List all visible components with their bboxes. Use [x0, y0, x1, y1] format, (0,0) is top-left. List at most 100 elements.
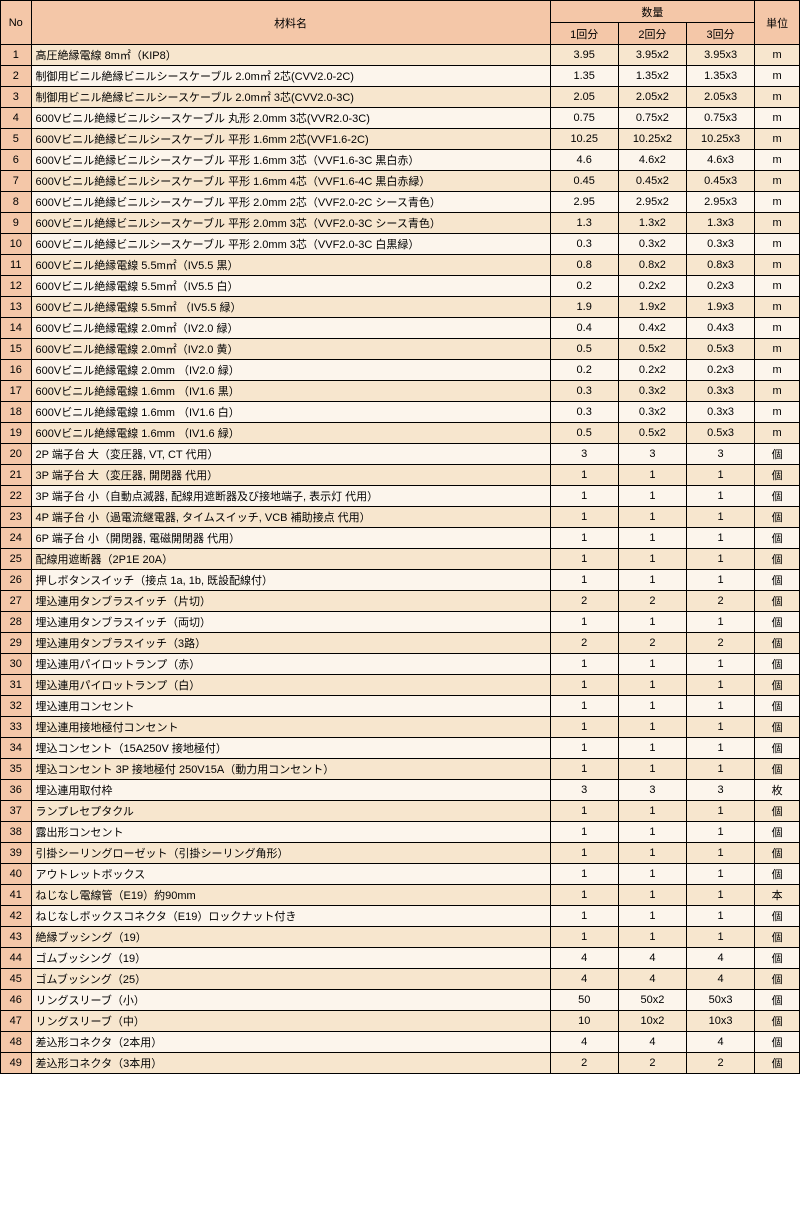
cell-unit: m — [755, 402, 800, 423]
cell-qty: 0.2x3 — [686, 276, 754, 297]
cell-qty: 0.3 — [550, 402, 618, 423]
cell-name: 600Vビニル絶縁ビニルシースケーブル 平形 1.6mm 4芯（VVF1.6-4… — [31, 171, 550, 192]
cell-unit: 個 — [755, 528, 800, 549]
cell-qty: 3 — [618, 780, 686, 801]
cell-no: 15 — [1, 339, 32, 360]
cell-qty: 3.95x2 — [618, 45, 686, 66]
table-row: 11600Vビニル絶縁電線 5.5m㎡（IV5.5 黒）0.80.8x20.8x… — [1, 255, 800, 276]
cell-unit: m — [755, 213, 800, 234]
cell-qty: 1 — [550, 759, 618, 780]
cell-qty: 1 — [686, 864, 754, 885]
cell-qty: 1 — [550, 486, 618, 507]
cell-no: 14 — [1, 318, 32, 339]
cell-unit: m — [755, 255, 800, 276]
cell-no: 25 — [1, 549, 32, 570]
cell-unit: 個 — [755, 822, 800, 843]
cell-name: 制御用ビニル絶縁ビニルシースケーブル 2.0m㎡ 2芯(CVV2.0-2C) — [31, 66, 550, 87]
cell-qty: 0.2x3 — [686, 360, 754, 381]
cell-qty: 1 — [550, 696, 618, 717]
cell-qty: 4 — [618, 1032, 686, 1053]
cell-unit: m — [755, 171, 800, 192]
cell-name: 600Vビニル絶縁ビニルシースケーブル 平形 2.0mm 3芯（VVF2.0-3… — [31, 234, 550, 255]
cell-qty: 1.35 — [550, 66, 618, 87]
cell-unit: 個 — [755, 570, 800, 591]
table-row: 32埋込連用コンセント111個 — [1, 696, 800, 717]
table-row: 9600Vビニル絶縁ビニルシースケーブル 平形 2.0mm 3芯（VVF2.0-… — [1, 213, 800, 234]
cell-qty: 4 — [550, 969, 618, 990]
cell-no: 19 — [1, 423, 32, 444]
cell-name: 600Vビニル絶縁ビニルシースケーブル 平形 2.0mm 2芯（VVF2.0-2… — [31, 192, 550, 213]
cell-no: 39 — [1, 843, 32, 864]
cell-qty: 10.25x3 — [686, 129, 754, 150]
cell-unit: 個 — [755, 990, 800, 1011]
cell-no: 26 — [1, 570, 32, 591]
cell-name: 600Vビニル絶縁ビニルシースケーブル 丸形 2.0mm 3芯(VVR2.0-3… — [31, 108, 550, 129]
cell-unit: m — [755, 45, 800, 66]
table-row: 43絶縁ブッシング（19）111個 — [1, 927, 800, 948]
cell-name: 埋込連用パイロットランプ（白） — [31, 675, 550, 696]
cell-unit: m — [755, 87, 800, 108]
cell-name: アウトレットボックス — [31, 864, 550, 885]
cell-qty: 0.5 — [550, 339, 618, 360]
cell-unit: 本 — [755, 885, 800, 906]
header-unit: 単位 — [755, 1, 800, 45]
cell-no: 11 — [1, 255, 32, 276]
cell-name: 600Vビニル絶縁電線 1.6mm （IV1.6 黒） — [31, 381, 550, 402]
cell-no: 21 — [1, 465, 32, 486]
table-row: 246P 端子台 小（開閉器, 電磁開閉器 代用）111個 — [1, 528, 800, 549]
cell-qty: 1 — [550, 738, 618, 759]
cell-qty: 0.8x2 — [618, 255, 686, 276]
cell-unit: m — [755, 108, 800, 129]
cell-qty: 1 — [550, 801, 618, 822]
cell-no: 45 — [1, 969, 32, 990]
materials-table: No 材料名 数量 単位 1回分 2回分 3回分 1高圧絶縁電線 8m㎡（KIP… — [0, 0, 800, 1074]
cell-unit: m — [755, 66, 800, 87]
cell-qty: 1 — [686, 570, 754, 591]
cell-qty: 1 — [550, 885, 618, 906]
cell-qty: 1 — [618, 612, 686, 633]
table-row: 234P 端子台 小（過電流継電器, タイムスイッチ, VCB 補助接点 代用）… — [1, 507, 800, 528]
cell-no: 27 — [1, 591, 32, 612]
cell-no: 48 — [1, 1032, 32, 1053]
table-row: 33埋込連用接地極付コンセント111個 — [1, 717, 800, 738]
cell-qty: 1.35x3 — [686, 66, 754, 87]
table-row: 18600Vビニル絶縁電線 1.6mm （IV1.6 白）0.30.3x20.3… — [1, 402, 800, 423]
cell-qty: 4 — [686, 969, 754, 990]
table-row: 10600Vビニル絶縁ビニルシースケーブル 平形 2.0mm 3芯（VVF2.0… — [1, 234, 800, 255]
table-row: 35埋込コンセント 3P 接地極付 250V15A（動力用コンセント）111個 — [1, 759, 800, 780]
cell-no: 43 — [1, 927, 32, 948]
cell-qty: 1.3x3 — [686, 213, 754, 234]
cell-name: 制御用ビニル絶縁ビニルシースケーブル 2.0m㎡ 3芯(CVV2.0-3C) — [31, 87, 550, 108]
cell-qty: 1 — [618, 759, 686, 780]
cell-name: 埋込連用取付枠 — [31, 780, 550, 801]
cell-name: ゴムブッシング（25） — [31, 969, 550, 990]
cell-qty: 1 — [686, 717, 754, 738]
cell-name: 600Vビニル絶縁電線 5.5m㎡ （IV5.5 緑） — [31, 297, 550, 318]
cell-name: 4P 端子台 小（過電流継電器, タイムスイッチ, VCB 補助接点 代用） — [31, 507, 550, 528]
table-row: 19600Vビニル絶縁電線 1.6mm （IV1.6 緑）0.50.5x20.5… — [1, 423, 800, 444]
cell-qty: 2.95 — [550, 192, 618, 213]
cell-qty: 4.6x2 — [618, 150, 686, 171]
cell-no: 20 — [1, 444, 32, 465]
table-row: 30埋込連用パイロットランプ（赤）111個 — [1, 654, 800, 675]
cell-no: 9 — [1, 213, 32, 234]
cell-unit: 個 — [755, 549, 800, 570]
cell-qty: 2 — [550, 633, 618, 654]
table-row: 45ゴムブッシング（25）444個 — [1, 969, 800, 990]
table-row: 25配線用遮断器（2P1E 20A）111個 — [1, 549, 800, 570]
cell-qty: 1 — [618, 486, 686, 507]
cell-qty: 1 — [550, 465, 618, 486]
cell-unit: 枚 — [755, 780, 800, 801]
cell-no: 34 — [1, 738, 32, 759]
cell-qty: 1 — [550, 507, 618, 528]
table-row: 47リングスリーブ（中）1010x210x3個 — [1, 1011, 800, 1032]
cell-qty: 1 — [550, 549, 618, 570]
cell-no: 37 — [1, 801, 32, 822]
cell-qty: 1 — [550, 906, 618, 927]
header-qty2: 2回分 — [618, 23, 686, 45]
table-row: 15600Vビニル絶縁電線 2.0m㎡（IV2.0 黄）0.50.5x20.5x… — [1, 339, 800, 360]
cell-qty: 1 — [686, 738, 754, 759]
cell-unit: m — [755, 150, 800, 171]
cell-no: 24 — [1, 528, 32, 549]
cell-qty: 3 — [618, 444, 686, 465]
